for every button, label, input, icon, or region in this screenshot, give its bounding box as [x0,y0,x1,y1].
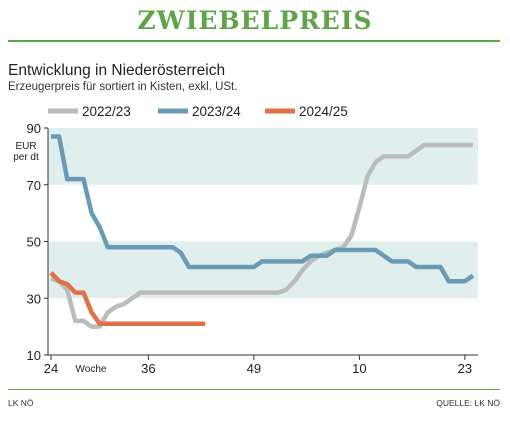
y-axis-unit-label: EUR [15,141,36,152]
series-line-2023-24 [51,134,475,284]
footer-rule [8,389,500,390]
chart-subtitle: Entwicklung in Niederösterreich [8,62,226,79]
legend-label: 2024/25 [299,104,348,119]
x-tick-label: 24 [44,361,58,376]
x-axis-label: Woche [76,364,107,375]
x-tick-label: 36 [141,361,155,376]
x-tick-label: 10 [352,361,366,376]
legend-label: 2022/23 [82,104,131,119]
y-tick-label: 10 [27,348,41,363]
chart-lines [49,134,475,329]
y-tick-label: 90 [27,121,41,136]
series-line-2024-25 [49,271,206,327]
chart-bands [48,128,478,299]
x-tick-label: 23 [458,361,472,376]
band-1 [48,241,478,299]
title-rule [8,40,500,42]
y-tick-label: 30 [27,291,41,306]
y-axis-unit-label: per dt [13,152,39,163]
chart-title: ZWIEBELPREIS [137,6,373,35]
footer-source: QUELLE: LK NÖ [436,398,500,408]
series-line-2022-23 [50,142,473,329]
x-tick-label: 49 [247,361,261,376]
band-0 [48,128,478,185]
chart-description: Erzeugerpreis für sortiert in Kisten, ex… [8,81,238,93]
y-tick-label: 70 [27,178,41,193]
y-tick-label: 50 [27,235,41,250]
chart-legend: 2022/23 2023/24 2024/25 [48,104,348,119]
legend-label: 2023/24 [192,104,241,119]
footer-left: LK NÖ [8,398,34,408]
